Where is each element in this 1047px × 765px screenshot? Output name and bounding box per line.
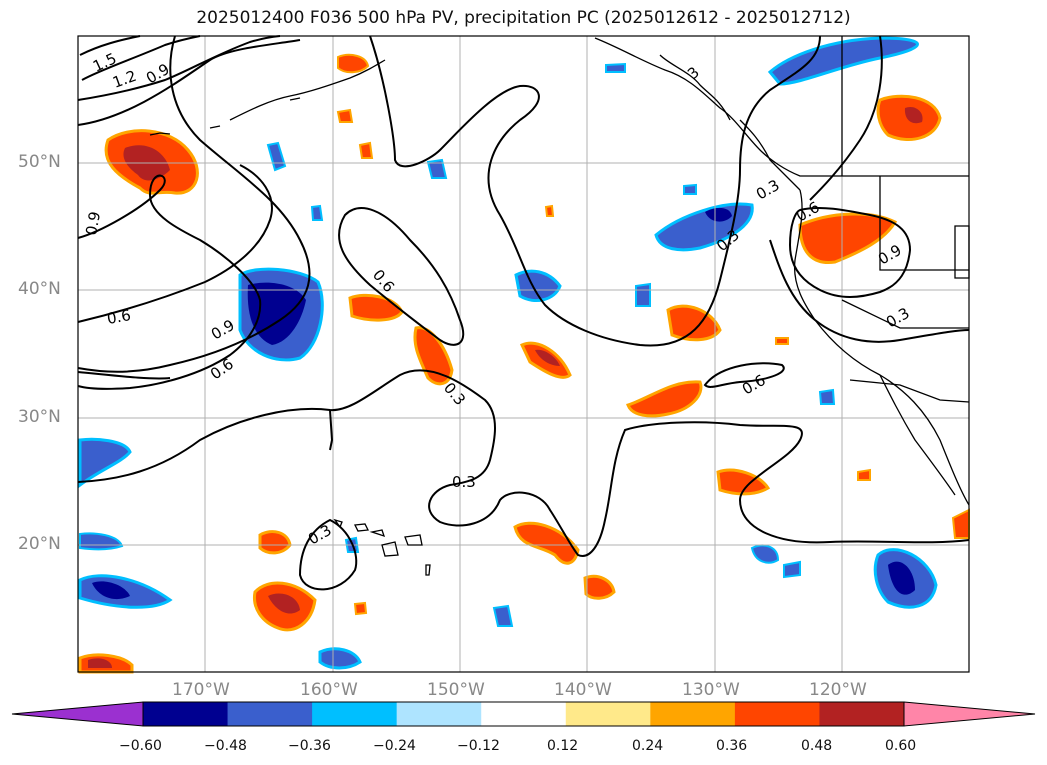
colorbar-extend-right — [903, 701, 1036, 727]
precip-area — [904, 106, 923, 124]
lon-label-120w: 120°W — [809, 680, 867, 700]
precip-area — [716, 468, 771, 496]
precip-area — [310, 204, 324, 221]
contour-label: 0.9 — [82, 210, 104, 237]
contour-label: 0.3 — [452, 473, 476, 491]
precip-area — [247, 282, 306, 345]
precip-area — [318, 647, 362, 670]
precip-area — [798, 212, 898, 265]
contour-label: 0.6 — [106, 306, 133, 328]
colorbar-segments — [143, 702, 905, 726]
lat-label-40n: 40°N — [18, 279, 61, 299]
lon-label-160w: 160°W — [300, 680, 358, 700]
colorbar-tick: −0.36 — [288, 738, 331, 754]
colorbar-tick: 0.12 — [547, 738, 579, 754]
pv-contours — [77, 35, 970, 591]
precip-area — [626, 380, 703, 418]
precip-area — [268, 593, 300, 614]
precip-area — [336, 108, 354, 123]
colorbar-tick: −0.48 — [204, 738, 247, 754]
colorbar-tick: 0.36 — [716, 738, 748, 754]
precip-area — [705, 207, 732, 222]
colorbar-extend-left — [11, 701, 144, 727]
lon-label-150w: 150°W — [427, 680, 485, 700]
precip-area — [783, 560, 801, 579]
precip-area — [358, 141, 374, 159]
colorbar-tick: 0.24 — [632, 738, 664, 754]
precip-area — [426, 158, 448, 179]
lat-label-20n: 20°N — [18, 534, 61, 554]
colorbar-segment — [227, 702, 313, 726]
colorbar-segment — [312, 702, 398, 726]
colorbar-segment — [143, 702, 229, 726]
colorbar-segment — [734, 702, 820, 726]
colorbar-tick: −0.12 — [457, 738, 500, 754]
precip-area — [775, 337, 789, 345]
precip-area — [583, 574, 616, 600]
precip-area — [337, 53, 370, 74]
precip-area — [78, 437, 132, 488]
precip-area — [888, 561, 915, 595]
precip-area — [535, 349, 560, 366]
coastlines — [149, 36, 970, 506]
colorbar-tick: 0.48 — [801, 738, 833, 754]
precip-area — [818, 388, 836, 405]
lon-label-140w: 140°W — [554, 680, 612, 700]
precip-area — [635, 282, 651, 307]
precip-area — [683, 183, 697, 195]
precip-area — [750, 544, 780, 564]
precip-area — [767, 36, 919, 86]
colorbar-tick: −0.24 — [373, 738, 416, 754]
lat-label-50n: 50°N — [18, 152, 61, 172]
lon-label-130w: 130°W — [682, 680, 740, 700]
precip-area — [514, 269, 562, 302]
map-title: 2025012400 F036 500 hPa PV, precipitatio… — [196, 8, 851, 28]
precip-positive-areas — [78, 53, 970, 674]
precip-area — [92, 581, 130, 600]
lon-label-170w: 170°W — [172, 680, 230, 700]
colorbar-frame — [142, 701, 905, 727]
hawaii-islands — [333, 518, 431, 576]
precip-area — [605, 62, 626, 73]
precip-area — [353, 601, 368, 616]
colorbar-segment — [481, 702, 567, 726]
precip-area — [88, 658, 112, 668]
map-panel: 1.5 1.2 0.9 0.9 0.6 0.9 0.6 0.6 0.3 0.3 … — [77, 35, 970, 674]
colorbar-segment — [396, 702, 482, 726]
colorbar-segment — [819, 702, 905, 726]
precip-area — [544, 204, 555, 217]
colorbar — [11, 701, 1036, 727]
lat-label-30n: 30°N — [18, 407, 61, 427]
colorbar-segment — [565, 702, 651, 726]
colorbar-tick: 0.60 — [885, 738, 917, 754]
gridlines — [78, 36, 969, 672]
precip-area — [258, 530, 292, 555]
precip-area — [857, 468, 871, 481]
colorbar-tick: −0.60 — [119, 738, 162, 754]
precip-area — [492, 604, 514, 627]
map-frame — [77, 35, 970, 673]
colorbar-segment — [650, 702, 736, 726]
